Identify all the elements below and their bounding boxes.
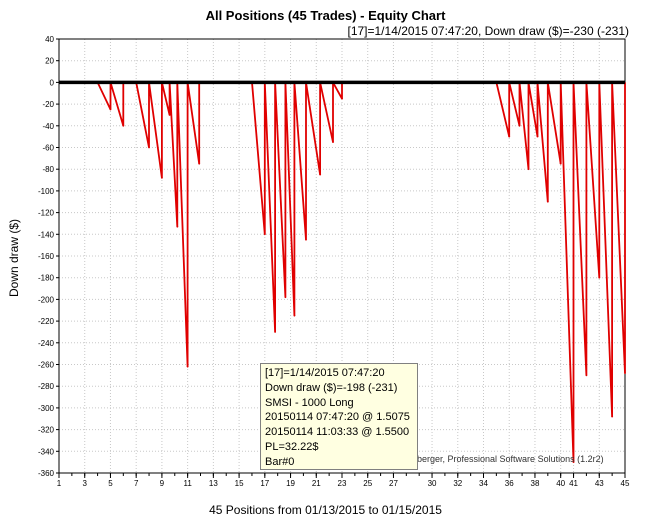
tooltip-line-bar: Bar#0: [265, 455, 295, 468]
drawdown-point: [572, 461, 575, 464]
drawdown-point: [585, 374, 588, 377]
y-tick-label: -140: [38, 230, 55, 239]
drawdown-point: [508, 135, 511, 138]
tooltip-line-pl: PL=32.22$: [265, 440, 319, 453]
x-tick-label: 5: [108, 479, 113, 488]
tooltip-line-entry: 20150114 07:47:20 @ 1.5075: [265, 411, 410, 424]
x-tick-label: 43: [595, 479, 604, 488]
x-tick-label: 13: [209, 479, 218, 488]
x-tick-label: 3: [83, 479, 88, 488]
y-tick-label: -20: [42, 100, 54, 109]
y-tick-label: -360: [38, 469, 55, 478]
y-tick-label: -280: [38, 382, 55, 391]
x-tick-label: 30: [428, 479, 437, 488]
x-tick-label: 21: [312, 479, 321, 488]
y-tick-label: -240: [38, 339, 55, 348]
x-tick-label: 32: [453, 479, 462, 488]
x-tick-label: 34: [479, 479, 488, 488]
chart-subtitle: [17]=1/14/2015 07:47:20, Down draw ($)=-…: [347, 24, 629, 38]
drawdown-point: [341, 97, 343, 100]
drawdown-point: [518, 124, 521, 127]
x-tick-label: 41: [569, 479, 578, 488]
drawdown-point: [611, 415, 614, 418]
y-tick-label: -180: [38, 274, 55, 283]
tooltip-line-drawdown: Down draw ($)=-198 (-231): [265, 381, 398, 394]
x-axis-label: 45 Positions from 01/13/2015 to 01/15/20…: [209, 503, 442, 517]
drawdown-point: [122, 124, 125, 127]
y-tick-label: -100: [38, 187, 55, 196]
drawdown-point: [274, 331, 277, 333]
x-tick-label: 19: [286, 479, 295, 488]
x-tick-label: 45: [621, 479, 630, 488]
data-tooltip: [17]=1/14/2015 07:47:20 Down draw ($)=-1…: [260, 363, 418, 470]
drawdown-point: [161, 176, 163, 179]
x-tick-label: 17: [260, 479, 269, 488]
y-tick-label: -320: [38, 426, 55, 435]
drawdown-point: [186, 365, 189, 368]
drawdown-point: [598, 276, 601, 279]
drawdown-point: [263, 233, 266, 236]
credit-text: berger, Professional Software Solutions …: [417, 454, 604, 464]
y-tick-label: 20: [45, 57, 54, 66]
x-tick-label: 9: [160, 479, 165, 488]
drawdown-point: [148, 146, 150, 149]
drawdown-point: [319, 173, 322, 176]
x-tick-label: 36: [505, 479, 514, 488]
y-tick-label: -220: [38, 317, 55, 326]
chart-title: All Positions (45 Trades) - Equity Chart: [205, 8, 446, 23]
drawdown-point: [198, 162, 201, 165]
x-tick-label: 15: [235, 479, 244, 488]
drawdown-point: [559, 162, 562, 165]
y-tick-label: -260: [38, 361, 55, 370]
x-tick-label: 38: [531, 479, 540, 488]
y-tick-label: -200: [38, 295, 55, 304]
drawdown-point: [546, 200, 549, 203]
y-tick-label: -60: [42, 144, 54, 153]
x-tick-label: 23: [338, 479, 347, 488]
drawdown-series-line: [59, 81, 626, 463]
y-tick-label: 0: [50, 78, 55, 87]
drawdown-point: [305, 238, 307, 241]
x-tick-label: 7: [134, 479, 139, 488]
tooltip-line-position: SMSI - 1000 Long: [265, 396, 354, 409]
drawdown-point: [293, 314, 296, 317]
y-tick-label: -160: [38, 252, 55, 261]
drawdown-point: [176, 225, 179, 228]
y-tick-label: -340: [38, 447, 55, 456]
x-tick-label: 25: [363, 479, 372, 488]
y-tick-label: 40: [45, 35, 54, 44]
tooltip-line-exit: 20150114 11:03:33 @ 1.5500: [265, 426, 410, 439]
y-tick-label: -40: [42, 122, 54, 131]
drawdown-point: [284, 296, 287, 299]
x-tick-label: 27: [389, 479, 398, 488]
drawdown-point: [332, 141, 334, 143]
drawdown-point: [168, 114, 171, 116]
y-tick-label: -300: [38, 404, 55, 413]
y-tick-label: -80: [42, 165, 54, 174]
drawdown-point: [624, 372, 626, 375]
x-tick-label: 40: [556, 479, 565, 488]
drawdown-point: [109, 108, 112, 111]
y-tick-label: -120: [38, 209, 55, 218]
x-tick-label: 1: [57, 479, 62, 488]
x-tick-label: 11: [183, 479, 192, 488]
drawdown-point: [536, 135, 539, 138]
drawdown-point: [527, 168, 530, 171]
tooltip-line-index: [17]=1/14/2015 07:47:20: [265, 367, 385, 379]
